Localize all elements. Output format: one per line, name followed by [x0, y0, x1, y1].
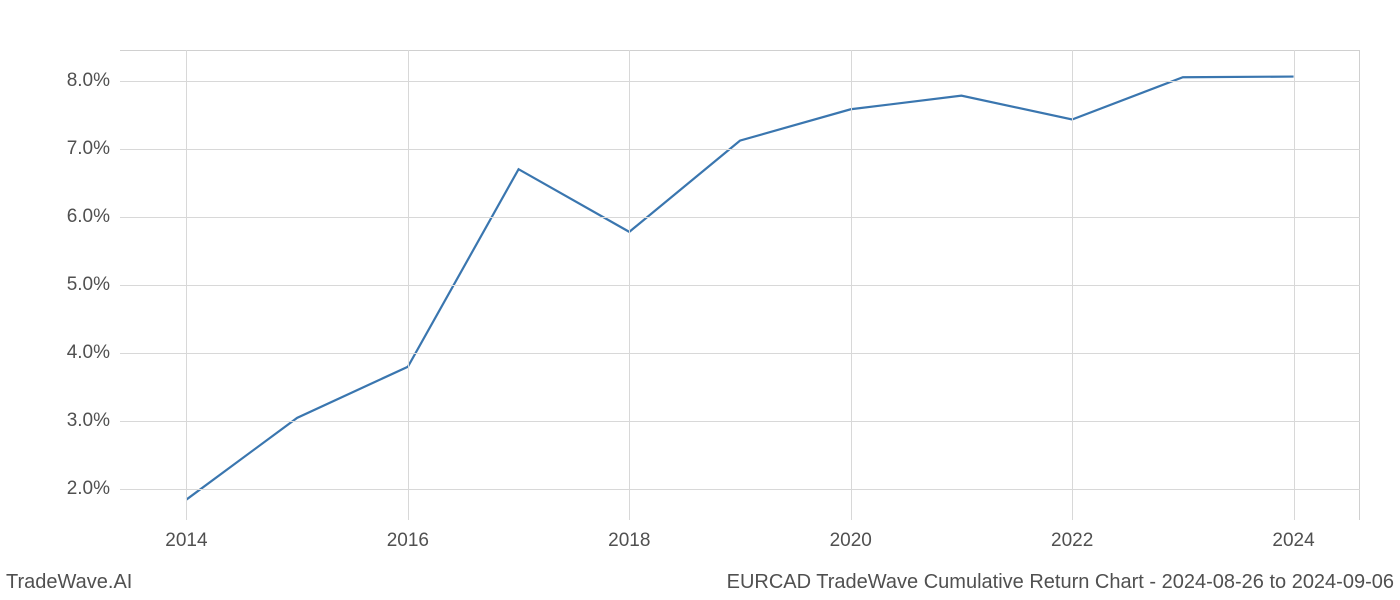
grid-line-horizontal	[120, 421, 1360, 422]
grid-line-vertical	[186, 50, 187, 520]
grid-line-horizontal	[120, 285, 1360, 286]
x-axis-tick-label: 2022	[1051, 530, 1093, 552]
footer-caption: EURCAD TradeWave Cumulative Return Chart…	[727, 571, 1394, 594]
grid-line-horizontal	[120, 353, 1360, 354]
y-axis-tick-label: 8.0%	[67, 70, 110, 92]
grid-line-vertical	[1294, 50, 1295, 520]
y-axis-tick-label: 7.0%	[67, 138, 110, 160]
grid-line-horizontal	[120, 149, 1360, 150]
grid-line-vertical	[851, 50, 852, 520]
grid-line-vertical	[1072, 50, 1073, 520]
grid-line-vertical	[408, 50, 409, 520]
y-axis-tick-label: 3.0%	[67, 410, 110, 432]
x-axis-tick-label: 2016	[387, 530, 429, 552]
grid-line-horizontal	[120, 81, 1360, 82]
x-axis-tick-label: 2018	[608, 530, 650, 552]
x-axis-tick-label: 2020	[830, 530, 872, 552]
y-axis-tick-label: 6.0%	[67, 206, 110, 228]
y-axis-tick-label: 4.0%	[67, 342, 110, 364]
x-axis-tick-label: 2024	[1272, 530, 1314, 552]
footer-brand: TradeWave.AI	[6, 571, 132, 594]
grid-line-horizontal	[120, 489, 1360, 490]
grid-line-horizontal	[120, 217, 1360, 218]
y-axis-tick-label: 2.0%	[67, 478, 110, 500]
y-axis-tick-label: 5.0%	[67, 274, 110, 296]
x-axis-tick-label: 2014	[165, 530, 207, 552]
grid-line-vertical	[629, 50, 630, 520]
